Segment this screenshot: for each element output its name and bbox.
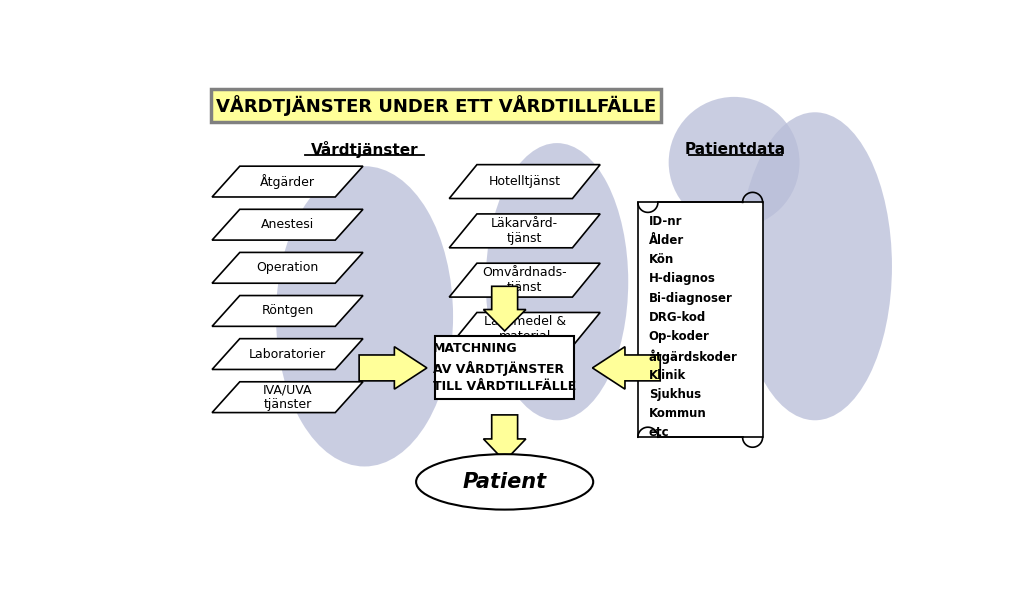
Text: Bi-diagnoser: Bi-diagnoser [649,292,732,305]
Text: Kön: Kön [649,253,674,266]
Text: Kommun: Kommun [649,407,707,420]
Text: etc: etc [649,426,669,439]
Ellipse shape [276,166,453,467]
Polygon shape [483,287,526,331]
Polygon shape [593,347,660,389]
Text: Omvårdnads-
tjänst: Omvårdnads- tjänst [482,266,567,294]
Text: Åtgärder: Åtgärder [260,174,315,189]
Text: VÅRDTJÄNSTER UNDER ETT VÅRDTILLFÄLLE: VÅRDTJÄNSTER UNDER ETT VÅRDTILLFÄLLE [216,95,656,116]
Polygon shape [450,214,600,248]
Text: Patientdata: Patientdata [685,141,786,157]
Text: Klinik: Klinik [649,368,685,382]
Text: Läkarvård-
tjänst: Läkarvård- tjänst [491,217,558,245]
Text: ID-nr: ID-nr [649,215,682,228]
Polygon shape [213,382,363,412]
Text: DRG-kod: DRG-kod [649,311,706,324]
Text: Vårdtjänster: Vårdtjänster [311,141,418,158]
FancyBboxPatch shape [211,89,661,122]
Text: Operation: Operation [256,261,318,275]
Text: Patient: Patient [463,472,547,492]
Text: Röntgen: Röntgen [261,305,313,317]
Text: Hotelltjänst: Hotelltjänst [489,175,560,188]
Polygon shape [359,347,427,389]
Text: IVA/UVA
tjänster: IVA/UVA tjänster [262,383,312,411]
Ellipse shape [668,97,799,228]
Polygon shape [450,263,600,297]
Text: Läkemedel &
material: Läkemedel & material [484,315,565,343]
Polygon shape [213,339,363,370]
Text: åtgärdskoder: åtgärdskoder [649,349,737,364]
Text: Laboratorier: Laboratorier [249,347,326,361]
Ellipse shape [416,454,593,510]
Text: Sjukhus: Sjukhus [649,388,701,401]
Text: MATCHNING
AV VÅRDTJÄNSTER
TILL VÅRDTILLFÄLLE: MATCHNING AV VÅRDTJÄNSTER TILL VÅRDTILLF… [433,343,577,393]
Ellipse shape [486,143,629,420]
Ellipse shape [738,113,892,420]
Polygon shape [213,296,363,326]
Polygon shape [213,209,363,240]
Polygon shape [450,312,600,346]
Text: Ålder: Ålder [649,234,683,247]
Text: Anestesi: Anestesi [261,218,314,231]
Text: H-diagnos: H-diagnos [649,273,716,285]
Polygon shape [213,252,363,283]
Text: Op-koder: Op-koder [649,330,710,343]
Polygon shape [450,164,600,199]
Polygon shape [213,166,363,197]
Polygon shape [483,415,526,461]
FancyBboxPatch shape [435,337,574,400]
FancyBboxPatch shape [638,202,763,437]
